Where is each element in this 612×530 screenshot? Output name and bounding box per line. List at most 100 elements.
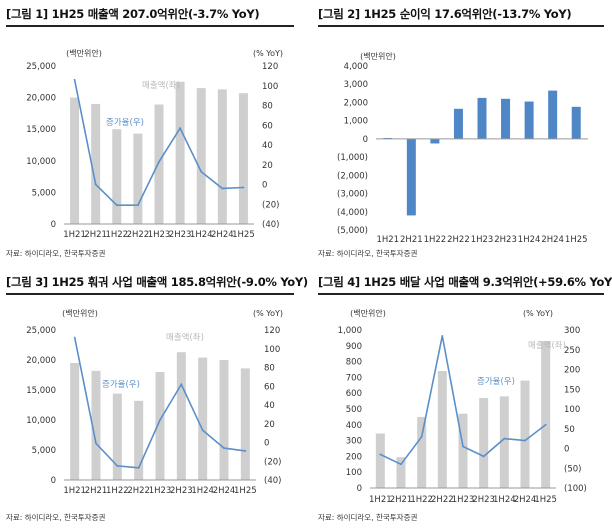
line-point xyxy=(420,435,423,438)
y-tick-label-right: 0 xyxy=(564,445,569,455)
bar xyxy=(499,396,509,488)
bar xyxy=(501,98,511,139)
line-point xyxy=(159,419,161,421)
y-tick-label-left: 20,000 xyxy=(26,94,56,104)
y-tick-label-right: 300 xyxy=(564,326,580,336)
y-tick-label-left: 10,000 xyxy=(26,416,56,426)
line-point xyxy=(524,439,526,442)
y-tick-label-left: 5,000 xyxy=(32,446,56,456)
x-tick-label: 1H21 xyxy=(376,235,399,245)
bar xyxy=(91,370,101,480)
y-tick-label-left: (4,000) xyxy=(337,208,368,218)
x-tick-label: 2H21 xyxy=(400,235,423,245)
y-tick-label-right: 150 xyxy=(564,385,580,395)
line-point xyxy=(379,453,382,456)
chart-svg: 01002003004005006007008009001,000(100)(5… xyxy=(338,308,587,505)
bar xyxy=(453,108,463,139)
left-axis-unit: (백만위안) xyxy=(350,308,386,318)
source-note: 자료: 하이디라오, 한국투자증권 xyxy=(6,513,106,522)
y-tick-label-left: 400 xyxy=(346,421,362,431)
title-rule xyxy=(318,25,604,27)
bar xyxy=(396,457,406,488)
line-point xyxy=(115,204,118,207)
y-tick-label-right: 50 xyxy=(564,425,575,435)
x-tick-label: 1H21 xyxy=(63,486,86,496)
right-axis-unit: (% YoY) xyxy=(253,309,283,318)
line-point xyxy=(180,383,183,386)
bar xyxy=(375,433,385,488)
y-tick-label-left: 800 xyxy=(346,358,362,368)
y-tick-label-right: 40 xyxy=(264,401,275,411)
x-tick-label: 1H25 xyxy=(232,230,255,240)
title-rule xyxy=(318,293,604,295)
line-point xyxy=(221,187,224,190)
y-tick-label-right: (100) xyxy=(564,484,587,494)
y-tick-label-right: 120 xyxy=(264,326,280,336)
bar xyxy=(406,138,416,216)
figure-4: [그림 4] 1H25 배달 사업 매출액 9.3억위안(+59.6% YoY)… xyxy=(318,274,612,526)
y-tick-label-left: 300 xyxy=(346,437,362,447)
line-point xyxy=(544,423,547,426)
y-tick-label-left: 500 xyxy=(346,405,362,415)
line-point xyxy=(223,447,225,450)
source-note: 자료: 하이디라오, 한국투자증권 xyxy=(318,513,418,522)
figure-title: [그림 2] 1H25 순이익 17.6억위안(-13.7% YoY) xyxy=(318,7,572,21)
x-tick-label: 2H21 xyxy=(85,486,108,496)
x-tick-label: 1H24 xyxy=(518,235,541,245)
x-tick-label: 1H25 xyxy=(565,235,588,245)
y-tick-label-left: 0 xyxy=(51,476,56,486)
bar xyxy=(133,133,143,224)
x-tick-label: 2H24 xyxy=(541,235,564,245)
line-point xyxy=(462,445,464,448)
y-tick-label-right: (20) xyxy=(264,457,281,467)
bar xyxy=(520,380,530,488)
bar xyxy=(112,393,122,480)
y-tick-label-left: 20,000 xyxy=(26,356,56,366)
line-series-label: 증가율(우) xyxy=(477,377,515,387)
y-tick-label-right: 60 xyxy=(262,121,273,131)
bar xyxy=(458,413,468,488)
line-point xyxy=(242,186,245,189)
y-tick-label-right: 0 xyxy=(262,181,267,191)
y-tick-label-left: 100 xyxy=(346,468,362,478)
x-tick-label: 1H25 xyxy=(234,486,257,496)
y-tick-label-right: 200 xyxy=(564,366,580,376)
y-tick-label-right: 80 xyxy=(264,364,275,374)
y-tick-label-left: 25,000 xyxy=(26,62,56,72)
line-point xyxy=(95,442,97,445)
bar xyxy=(238,93,248,225)
bar xyxy=(524,101,534,139)
bar xyxy=(176,352,186,480)
bar xyxy=(70,363,80,480)
y-tick-label-left: 25,000 xyxy=(26,326,56,336)
bar xyxy=(198,357,208,480)
x-tick-label: 1H22 xyxy=(105,230,128,240)
y-tick-label-right: (40) xyxy=(264,476,281,486)
y-tick-label-left: 0 xyxy=(51,220,56,230)
line-point xyxy=(136,204,139,207)
bar-series-label: 매출액(좌) xyxy=(142,80,180,91)
right-axis-unit: (% YoY) xyxy=(253,49,283,58)
title-rule xyxy=(6,25,294,27)
x-tick-label: 2H21 xyxy=(84,230,107,240)
line-point xyxy=(116,465,119,467)
bar xyxy=(155,372,165,480)
y-tick-label-right: 120 xyxy=(262,62,278,72)
x-tick-label: 1H22 xyxy=(106,486,129,496)
bar-series-label: 매출액(좌) xyxy=(166,332,204,343)
y-tick-label-right: 80 xyxy=(262,102,273,112)
line-series-label: 증가율(우) xyxy=(106,118,144,128)
bar xyxy=(430,138,440,144)
x-tick-label: 1H24 xyxy=(191,486,214,496)
line-point xyxy=(244,450,247,452)
x-tick-label: 2H22 xyxy=(447,235,470,245)
y-tick-label-left: 15,000 xyxy=(26,386,56,396)
line-point xyxy=(503,437,506,440)
x-tick-label: 2H22 xyxy=(127,486,150,496)
bar xyxy=(112,129,122,224)
line-point xyxy=(200,170,203,173)
y-tick-label-left: 1,000 xyxy=(338,326,362,336)
line-series-label: 증가율(우) xyxy=(102,380,140,390)
y-tick-label-right: 40 xyxy=(262,141,273,151)
left-axis-unit: (백만위안) xyxy=(360,51,396,61)
